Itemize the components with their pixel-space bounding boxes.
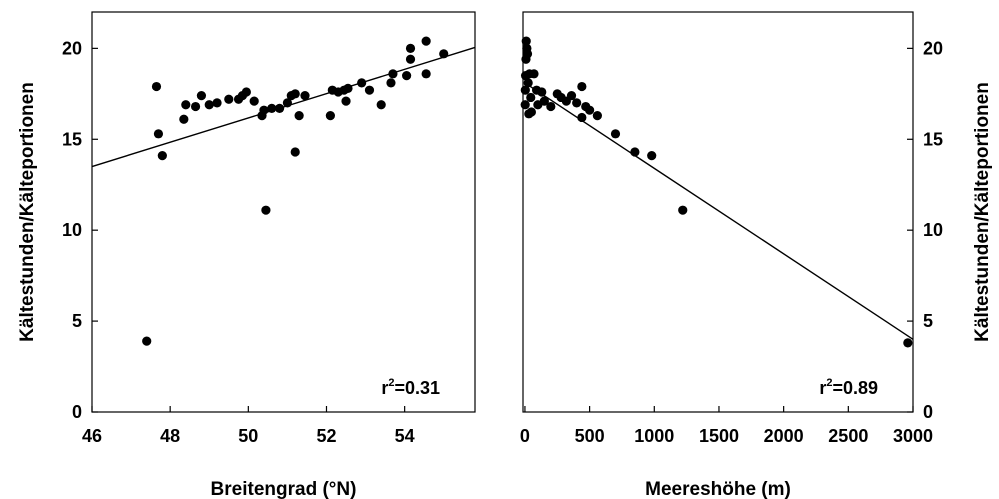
right-y-tick-label: 20: [923, 38, 943, 58]
left-data-point: [300, 91, 310, 101]
left-data-point: [224, 94, 234, 104]
left-data-point: [259, 105, 269, 115]
right-data-point: [546, 101, 556, 112]
right-data-point: [572, 98, 582, 108]
right-data-point: [526, 92, 536, 103]
r-squared-superscript: 2: [826, 377, 832, 389]
left-data-point: [405, 43, 416, 53]
left-data-point: [421, 69, 431, 79]
left-y-tick-label: 0: [72, 402, 82, 422]
right-data-point: [531, 85, 542, 95]
left-y-tick-label: 5: [72, 311, 82, 331]
left-data-point: [343, 83, 353, 93]
left-data-point: [190, 101, 201, 112]
left-data-point: [212, 98, 222, 108]
left-data-point: [386, 78, 396, 88]
left-data-point: [364, 85, 375, 95]
left-data-point: [261, 205, 271, 215]
right-data-point: [610, 129, 621, 139]
right-data-point: [647, 151, 657, 161]
left-data-point: [325, 111, 335, 121]
right-x-axis-label: Meereshöhe (m): [645, 479, 791, 499]
left-data-point: [196, 91, 207, 101]
right-r-squared-label: r2=0.89: [819, 377, 878, 398]
right-y-tick-label: 10: [923, 220, 943, 240]
left-x-tick-label: 46: [82, 426, 102, 446]
right-data-point: [903, 338, 913, 348]
left-data-point: [181, 100, 191, 110]
right-scatter-panel: 0 5 10 15 20 0 500 1000 1500 2000 2500 3000 Meereshö…: [520, 11, 993, 499]
r-squared-superscript: 2: [388, 377, 394, 389]
right-data-point: [592, 111, 602, 121]
left-data-point: [267, 103, 277, 113]
left-data-point: [282, 98, 293, 108]
right-data-point: [520, 100, 530, 110]
right-x-tick-label: 2000: [764, 426, 804, 446]
right-data-point: [678, 205, 688, 215]
right-x-tick-label: 2500: [828, 426, 868, 446]
left-data-point: [153, 129, 164, 139]
left-y-tick-label: 10: [62, 220, 82, 240]
left-data-point: [439, 49, 449, 59]
left-data-point: [151, 81, 162, 92]
right-regression-line: [524, 82, 914, 340]
left-scatter-panel: 0 5 10 15 20 46 48 50 52 54 Breitengrad (°N) Kältes…: [17, 11, 476, 499]
left-data-point: [294, 111, 304, 121]
left-data-point: [376, 100, 386, 110]
right-data-point: [520, 85, 530, 95]
left-data-point: [421, 36, 431, 46]
right-y-tick-label: 5: [923, 311, 933, 331]
r-squared-prefix: r: [381, 378, 388, 398]
left-data-point: [179, 114, 189, 124]
right-data-point: [520, 71, 531, 81]
left-data-point: [290, 147, 300, 157]
left-data-point: [241, 87, 251, 97]
left-x-tick-label: 48: [160, 426, 180, 446]
left-data-point: [341, 96, 351, 106]
left-data-point: [274, 103, 285, 113]
left-x-tick-label: 50: [238, 426, 258, 446]
right-data-point: [577, 81, 587, 92]
right-data-point: [552, 89, 562, 99]
left-data-point: [290, 89, 300, 99]
right-x-tick-label: 1500: [699, 426, 739, 446]
right-data-point: [533, 100, 543, 110]
left-y-tick-label: 20: [62, 38, 82, 58]
right-data-point: [524, 109, 534, 119]
right-y-axis-label: Kältestunden/Kälteportionen: [972, 82, 993, 342]
left-y-axis-label: Kältestunden/Kälteportionen: [17, 82, 38, 342]
right-plot-frame: [522, 11, 914, 413]
right-data-point: [521, 54, 531, 64]
right-data-point: [521, 36, 531, 46]
right-x-tick-label: 1000: [634, 426, 674, 446]
left-data-point: [142, 336, 152, 346]
right-data-point: [522, 43, 532, 53]
left-plot-frame: [91, 11, 476, 413]
left-data-point: [249, 96, 259, 106]
left-data-point: [405, 54, 416, 64]
r-squared-value: =0.31: [394, 378, 440, 398]
right-y-tick-label: 15: [923, 129, 943, 149]
right-x-tick-label: 0: [520, 426, 530, 446]
left-data-point: [204, 100, 214, 110]
right-y-tick-label: 0: [923, 402, 933, 422]
left-r-squared-label: r2=0.31: [381, 377, 440, 398]
left-x-tick-label: 52: [316, 426, 336, 446]
right-data-point: [577, 112, 587, 123]
r-squared-prefix: r: [819, 378, 826, 398]
right-data-point: [523, 78, 533, 88]
left-y-tick-label: 15: [62, 129, 82, 149]
left-x-tick-label: 54: [395, 426, 415, 446]
left-data-point: [357, 78, 367, 88]
left-data-point: [388, 69, 398, 79]
left-x-axis-label: Breitengrad (°N): [211, 479, 357, 499]
r-squared-value: =0.89: [832, 378, 878, 398]
right-x-tick-label: 3000: [893, 426, 933, 446]
left-data-point: [402, 71, 412, 81]
right-x-tick-label: 500: [575, 426, 605, 446]
left-data-point: [157, 151, 167, 161]
right-data-point: [630, 147, 640, 157]
right-data-point: [581, 101, 591, 112]
